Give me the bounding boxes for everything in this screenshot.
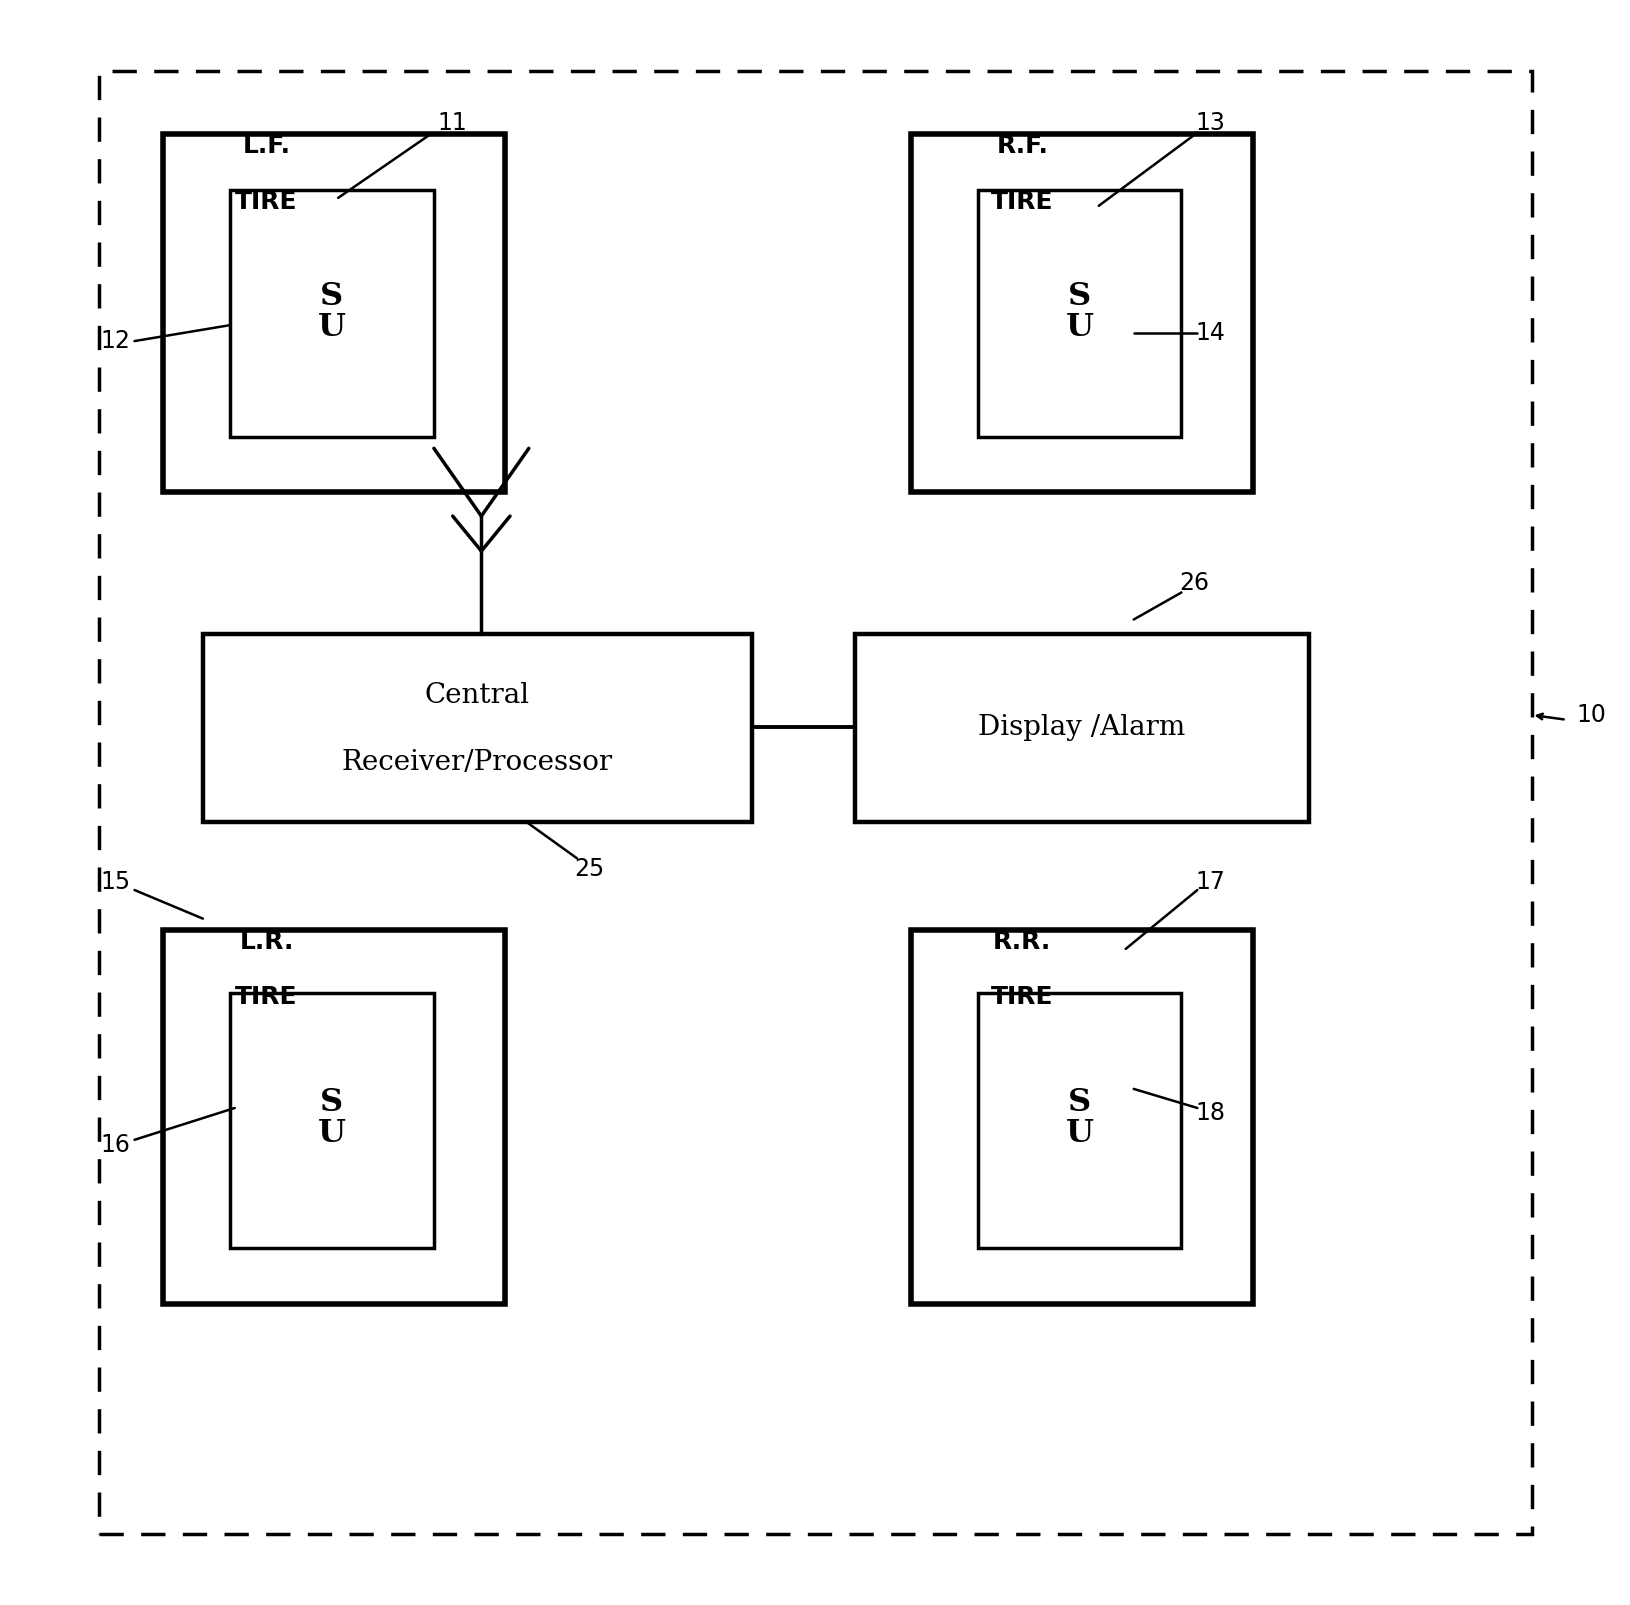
Bar	[202, 634, 751, 822]
Text: 26: 26	[1178, 571, 1208, 595]
Bar	[978, 993, 1180, 1249]
Text: 18: 18	[1195, 1101, 1224, 1125]
Text: 10: 10	[1575, 703, 1606, 727]
Text: Central: Central	[424, 682, 530, 709]
Text: Receiver/Processor: Receiver/Processor	[342, 750, 613, 777]
Text: L.R.: L.R.	[240, 929, 293, 953]
Text: 11: 11	[437, 111, 468, 135]
Bar	[163, 929, 505, 1303]
Text: 25: 25	[574, 857, 605, 881]
Bar	[911, 135, 1252, 493]
Text: 17: 17	[1195, 870, 1224, 894]
Text: 13: 13	[1195, 111, 1224, 135]
Text: R.R.: R.R.	[993, 929, 1051, 953]
Text: S
U: S U	[318, 1087, 346, 1149]
Text: Display /Alarm: Display /Alarm	[978, 714, 1185, 742]
Text: TIRE: TIRE	[235, 985, 298, 1010]
Text: 15: 15	[101, 870, 130, 894]
Text: TIRE: TIRE	[991, 189, 1053, 213]
Bar	[854, 634, 1307, 822]
Bar	[230, 993, 434, 1249]
Text: R.F.: R.F.	[996, 135, 1048, 159]
Text: S
U: S U	[1064, 281, 1094, 343]
Text: 12: 12	[101, 329, 130, 353]
Text: 14: 14	[1195, 321, 1224, 345]
Text: TIRE: TIRE	[235, 189, 298, 213]
Bar	[230, 189, 434, 437]
Text: S
U: S U	[1064, 1087, 1094, 1149]
Text: TIRE: TIRE	[991, 985, 1053, 1010]
Bar	[163, 135, 505, 493]
Text: L.F.: L.F.	[243, 135, 290, 159]
Text: S
U: S U	[318, 281, 346, 343]
Bar	[911, 929, 1252, 1303]
Text: 16: 16	[101, 1133, 130, 1157]
Bar	[978, 189, 1180, 437]
